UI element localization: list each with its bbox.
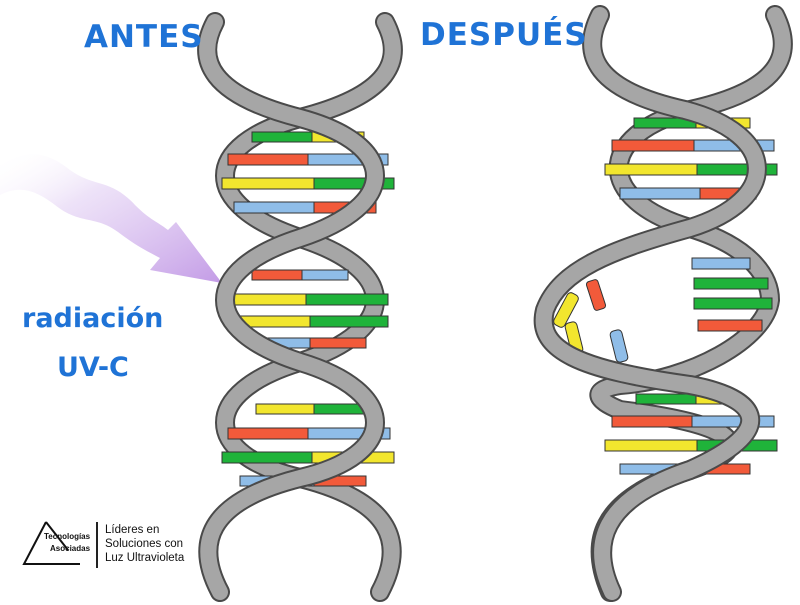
logo-brand-line1: Tecnologías xyxy=(44,532,91,541)
logo-tagline-1: Líderes en xyxy=(105,524,160,536)
uv-radiation-arrow-icon xyxy=(0,154,222,283)
uvc-label: UV-C xyxy=(57,352,129,383)
company-logo: Tecnologías Asociadas Líderes en Solucio… xyxy=(22,520,212,570)
logo-divider xyxy=(96,522,98,568)
damaged-base-pairs xyxy=(553,257,773,363)
logo-tagline-3: Luz Ultravioleta xyxy=(105,552,185,564)
triangle-logo-icon xyxy=(22,521,80,565)
logo-brand-line2: Asociadas xyxy=(50,544,91,553)
logo-tagline-2: Soluciones con xyxy=(105,538,183,550)
dna-helix-damaged xyxy=(533,5,793,602)
base-pairs-middle xyxy=(227,269,389,349)
radiation-label: radiación xyxy=(22,303,164,334)
before-label: ANTES xyxy=(84,19,204,55)
after-label: DESPUÉS xyxy=(420,17,588,53)
dna-helix-before xyxy=(197,12,403,602)
